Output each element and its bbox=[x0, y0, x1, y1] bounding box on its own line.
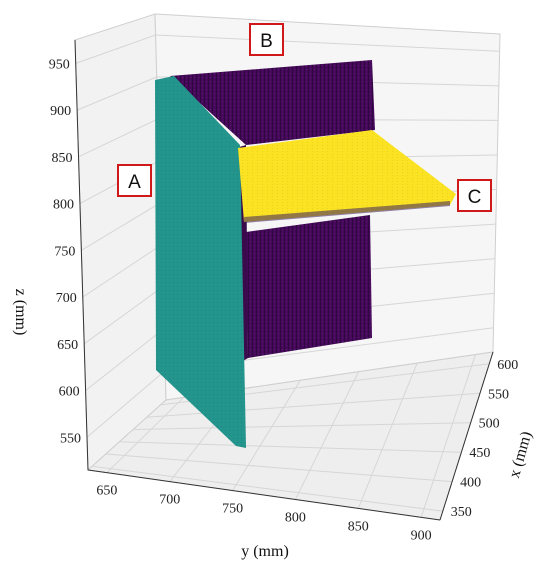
z-axis-line bbox=[74, 39, 89, 471]
callout-c: C bbox=[457, 179, 492, 212]
x-axis-line bbox=[439, 351, 494, 521]
x-tick-labels: 350 400 450 500 550 600 bbox=[451, 358, 518, 520]
x-gridline bbox=[133, 422, 471, 430]
purple-back-plane bbox=[170, 60, 375, 145]
svg-text:A: A bbox=[128, 172, 141, 193]
yellow-edge bbox=[244, 201, 450, 223]
axis-lines bbox=[74, 39, 494, 521]
y-gridline bbox=[357, 362, 418, 509]
y-tick-labels: 650 700 750 800 850 900 bbox=[96, 484, 431, 544]
y-gridline bbox=[232, 380, 301, 491]
x-gridline bbox=[119, 441, 462, 453]
x-tick-label: 550 bbox=[488, 387, 509, 402]
z-tick-label: 750 bbox=[54, 244, 75, 259]
x-tick-label: 500 bbox=[479, 417, 500, 432]
x-gridline bbox=[92, 465, 443, 512]
z-tick-labels: 550 600 650 700 750 800 850 900 950 bbox=[49, 57, 81, 446]
y-tick-label: 850 bbox=[348, 519, 369, 534]
svg-text:C: C bbox=[468, 187, 482, 208]
x-tick-label: 600 bbox=[497, 358, 518, 373]
z-tick-label: 700 bbox=[56, 291, 77, 306]
callout-a: A bbox=[117, 164, 152, 197]
z-tick-label: 800 bbox=[53, 198, 74, 213]
yellow-shelf bbox=[238, 130, 456, 222]
x-tick-label: 350 bbox=[451, 505, 472, 520]
y-gridline bbox=[106, 397, 184, 474]
back-left-pane bbox=[74, 13, 167, 472]
z-tick-label: 850 bbox=[52, 151, 73, 166]
z-tick-label: 900 bbox=[50, 104, 71, 119]
purple-lower-plane bbox=[246, 215, 372, 358]
x-tick-label: 450 bbox=[469, 446, 490, 461]
svg-text:B: B bbox=[260, 31, 273, 52]
z-tick-label: 550 bbox=[60, 431, 81, 446]
point-cloud bbox=[155, 60, 456, 448]
x-gridline bbox=[105, 453, 453, 483]
teal-plane bbox=[155, 76, 246, 448]
y-tick-label: 900 bbox=[411, 528, 432, 543]
y-gridline bbox=[294, 371, 360, 500]
x-axis-label: x (mm) bbox=[506, 430, 535, 480]
y-tick-label: 700 bbox=[159, 493, 180, 508]
z-tick-label: 950 bbox=[49, 57, 70, 72]
y-axis-line bbox=[87, 469, 441, 521]
y-tick-label: 750 bbox=[222, 502, 243, 517]
y-gridline bbox=[420, 354, 476, 518]
z-tick-label: 650 bbox=[57, 338, 78, 353]
z-tick-label: 600 bbox=[59, 385, 80, 400]
y-tick-label: 650 bbox=[96, 484, 117, 499]
y-axis-label: y (mm) bbox=[241, 543, 289, 560]
y-tick-label: 800 bbox=[285, 510, 306, 525]
z-gridline bbox=[76, 76, 499, 111]
z-axis-label: z (mm) bbox=[12, 289, 29, 336]
callout-b: B bbox=[249, 23, 284, 56]
x-tick-label: 400 bbox=[460, 476, 481, 491]
z-gridline bbox=[75, 34, 500, 64]
